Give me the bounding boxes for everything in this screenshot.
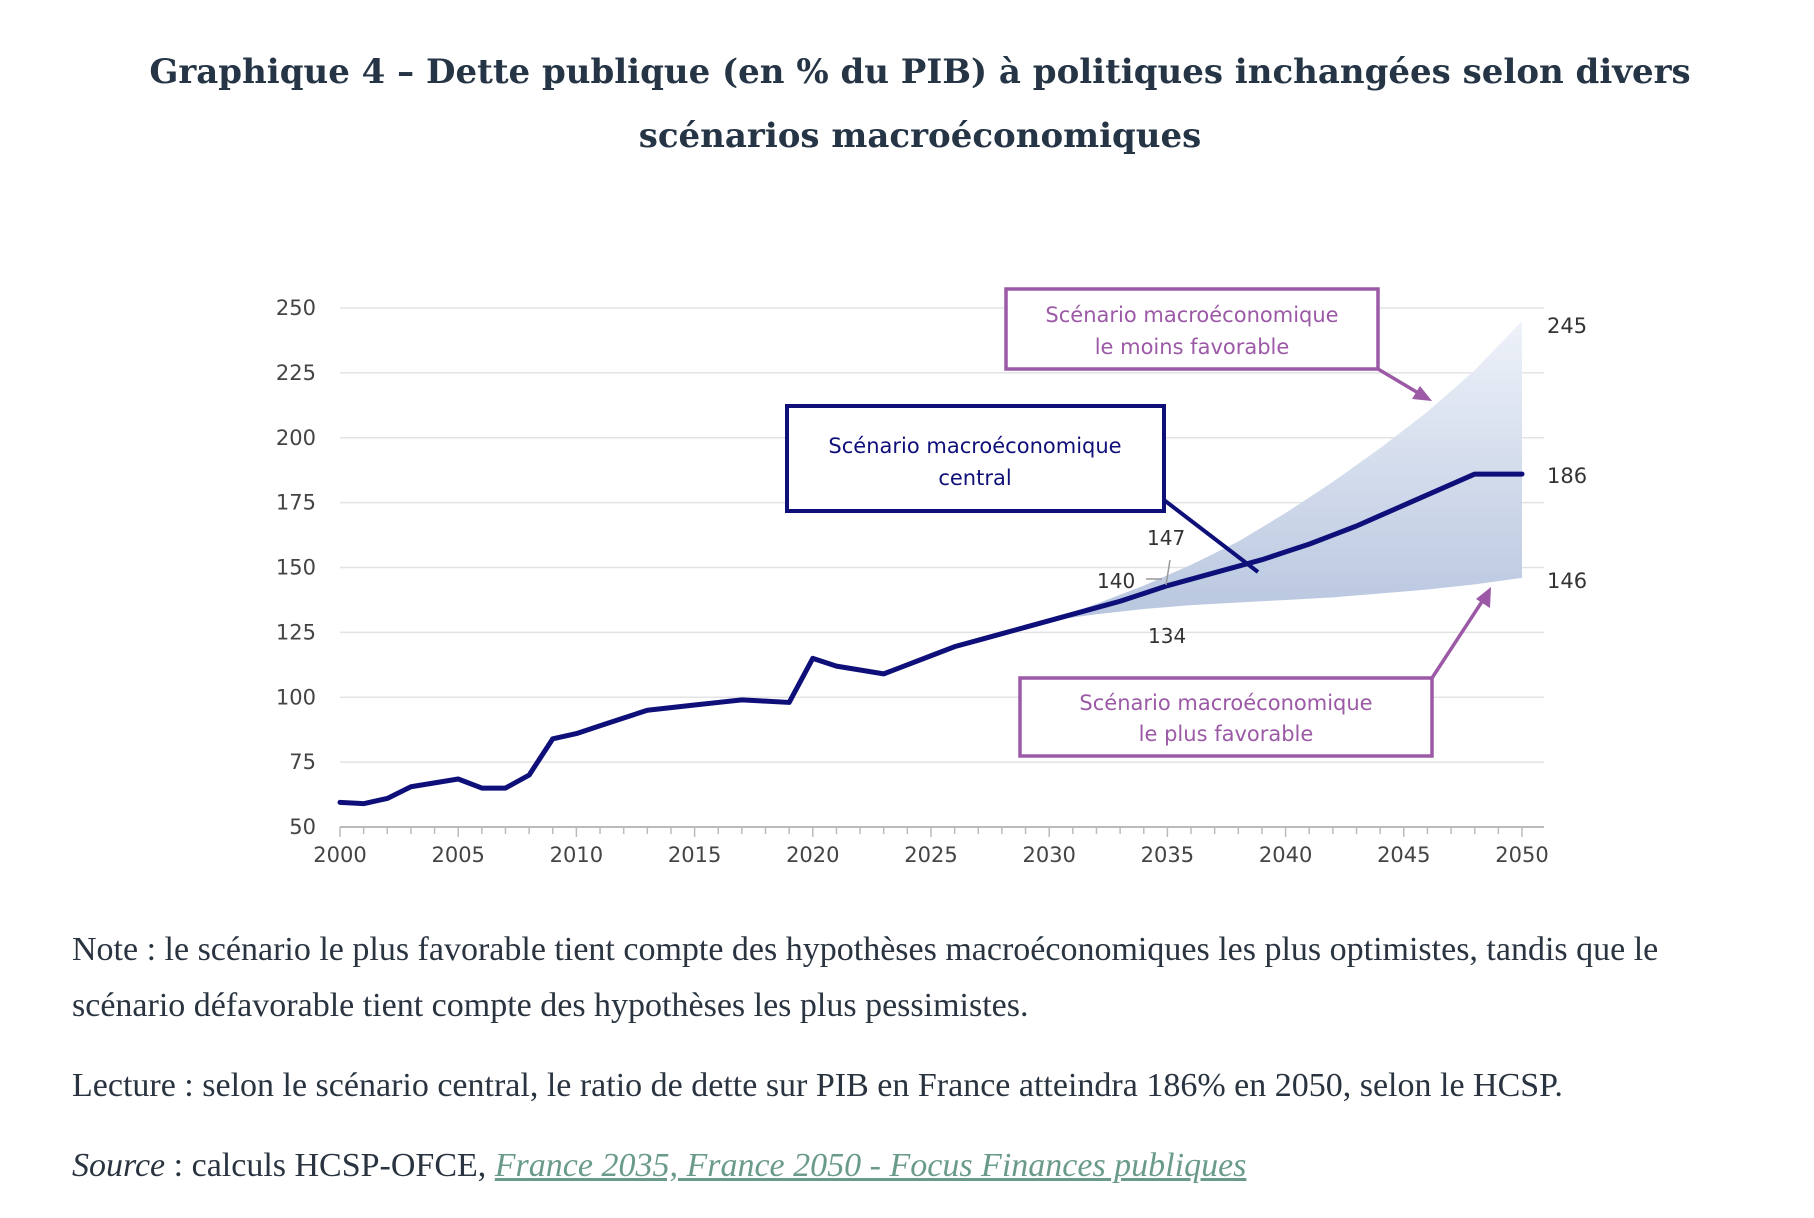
arrow-best-icon <box>1476 587 1491 608</box>
central-line-group <box>337 471 1525 807</box>
x-tick-label: 2040 <box>1259 843 1312 867</box>
y-axis-ticks: 250 225 200 175 150 125 100 75 50 <box>276 296 316 839</box>
x-tick-label: 2050 <box>1495 843 1548 867</box>
source-line: Source : calculs HCSP-OFCE, France 2035,… <box>72 1138 1772 1194</box>
leader-147 <box>1165 559 1171 586</box>
lecture-text: Lecture : selon le scénario central, le … <box>72 1067 1563 1104</box>
x-tick-label: 2010 <box>550 843 603 867</box>
callout-best-line2: le plus favorable <box>1139 722 1314 746</box>
y-tick-label: 150 <box>276 556 316 580</box>
y-tick-label: 75 <box>289 750 316 774</box>
x-tick-label: 2005 <box>431 843 484 867</box>
y-tick-label: 125 <box>276 620 316 644</box>
end-label-best: 146 <box>1547 569 1587 593</box>
callout-best: Scénario macroéconomique le plus favorab… <box>1018 587 1491 758</box>
scenario-band-area <box>1049 320 1522 621</box>
x-tick-label: 2000 <box>313 843 366 867</box>
arrow-worst-icon <box>1412 386 1432 401</box>
chart-title: Graphique 4 – Dette publique (en % du PI… <box>149 52 1691 156</box>
y-tick-label: 225 <box>276 361 316 385</box>
source-link[interactable]: France 2035, France 2050 - Focus Finance… <box>494 1147 1247 1184</box>
point-label-140: 140 <box>1097 569 1135 593</box>
scenario-band <box>1049 320 1522 621</box>
end-label-worst: 245 <box>1547 314 1587 338</box>
central-scenario-line <box>337 471 1525 807</box>
y-tick-label: 175 <box>276 491 316 515</box>
y-tick-label: 200 <box>276 426 316 450</box>
x-tick-label: 2035 <box>1141 843 1194 867</box>
point-label-147: 147 <box>1147 526 1185 550</box>
y-tick-label: 50 <box>289 815 316 839</box>
callout-best-line1: Scénario macroéconomique <box>1079 691 1372 715</box>
callout-central-line2: central <box>938 466 1011 490</box>
callout-central: Scénario macroéconomique central <box>785 404 1260 574</box>
y-tick-label: 250 <box>276 296 316 320</box>
note-text: Note : le scénario le plus favorable tie… <box>72 931 1659 1024</box>
x-tick-label: 2045 <box>1377 843 1430 867</box>
y-tick-label: 100 <box>276 685 316 709</box>
source-separator: : calculs HCSP-OFCE, <box>165 1147 495 1184</box>
callout-worst-line1: Scénario macroéconomique <box>1045 303 1338 327</box>
x-tick-label: 2025 <box>904 843 957 867</box>
x-tick-label: 2020 <box>786 843 839 867</box>
point-label-134: 134 <box>1148 624 1186 648</box>
x-tick-label: 2015 <box>668 843 721 867</box>
notes-section: Note : le scénario le plus favorable tie… <box>72 922 1772 1218</box>
x-axis-ticks: 2000 2005 2010 2015 2020 2025 2030 2035 2040 2045… <box>313 827 1549 867</box>
x-tick-label: 2030 <box>1022 843 1075 867</box>
callout-worst: Scénario macroéconomique le moins favora… <box>1004 287 1432 401</box>
end-label-central: 186 <box>1547 464 1587 488</box>
callout-worst-line2: le moins favorable <box>1095 335 1290 359</box>
callout-central-line1: Scénario macroéconomique <box>828 434 1121 458</box>
source-label: Source <box>72 1147 166 1184</box>
